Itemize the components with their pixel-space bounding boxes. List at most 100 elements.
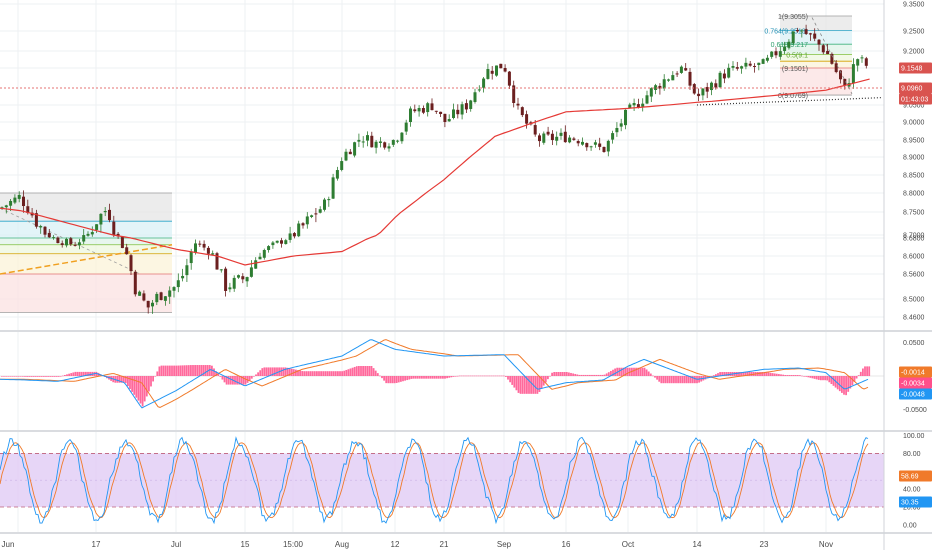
candle-body [344, 151, 348, 161]
macd-histogram-bar [299, 370, 301, 376]
candle-body [800, 30, 804, 32]
macd-histogram-bar [59, 376, 62, 377]
candle-body [632, 103, 636, 106]
candle-body [262, 250, 266, 258]
macd-histogram-bar [337, 371, 339, 376]
macd-histogram-bar [761, 372, 763, 376]
candle-body [606, 140, 610, 152]
macd-histogram-bar [614, 368, 616, 376]
macd-histogram-bar [538, 376, 541, 392]
candle-body [701, 88, 705, 96]
candle-body [757, 62, 761, 66]
macd-histogram-bar [778, 374, 780, 376]
candle-body [219, 269, 223, 271]
value-tag-box [899, 62, 932, 74]
value-tag-box [899, 93, 932, 105]
macd-histogram-bar [576, 374, 579, 376]
macd-histogram-bar [511, 376, 514, 385]
x-tick-label: 16 [562, 540, 571, 549]
candle-body [69, 238, 73, 245]
macd-histogram-bar [313, 371, 316, 376]
macd-histogram-bar [565, 372, 568, 376]
macd-histogram-bar [765, 372, 768, 376]
fib-right-label: 1(9.3055) [778, 14, 808, 21]
macd-histogram-bar [557, 372, 560, 376]
stoch-tick-label: 40.00 [903, 487, 921, 494]
macd-histogram-bar [586, 374, 589, 376]
macd-histogram-bar [351, 367, 354, 376]
macd-histogram-bar [74, 371, 77, 376]
macd-histogram-bar [670, 376, 673, 384]
candle-body [331, 177, 335, 199]
x-tick-label: 15 [241, 540, 250, 549]
candle-body [146, 300, 150, 308]
macd-histogram-bar [610, 370, 612, 376]
macd-histogram-bar [715, 374, 717, 376]
macd-histogram-bar [259, 370, 262, 376]
candle-body [641, 103, 645, 107]
candle-body [22, 196, 25, 207]
candle-body [357, 139, 361, 142]
macd-histogram-bar [477, 375, 480, 377]
stoch-k-line [0, 436, 869, 525]
x-tick-label: 12 [391, 540, 400, 549]
candle-body [112, 221, 116, 236]
macd-histogram-bar [154, 376, 157, 377]
price-tick-label: 9.3500 [903, 2, 925, 9]
macd-histogram-bar [717, 373, 719, 376]
macd-histogram-bar [68, 373, 70, 376]
macd-histogram-bar [311, 371, 314, 376]
macd-histogram-bar [332, 371, 335, 376]
macd-histogram-bar [339, 371, 341, 376]
macd-histogram-bar [164, 365, 167, 376]
macd-histogram-bar [223, 376, 226, 383]
candle-body [155, 293, 159, 303]
price-tick-label: 8.7000 [903, 233, 925, 240]
macd-histogram-bar [47, 376, 49, 377]
macd-histogram-bar [11, 376, 14, 377]
candle-body [581, 141, 584, 145]
macd-histogram-bar [169, 365, 171, 376]
candle-body [619, 123, 623, 127]
macd-histogram-bar [137, 376, 140, 401]
fib-left-trend [0, 244, 173, 275]
price-tick-label: 9.2500 [903, 29, 925, 36]
macd-histogram-bar [13, 376, 16, 377]
macd-histogram-bar [406, 376, 409, 381]
candle-body [383, 142, 387, 148]
candle-body [323, 199, 326, 210]
value-tag-text: 01:43:03 [901, 97, 928, 104]
candle-body [430, 103, 434, 111]
macd-histogram-bar [227, 376, 230, 385]
macd-histogram-bar [187, 365, 190, 376]
value-tag: 30.35 [899, 496, 932, 508]
macd-histogram-bar [404, 376, 406, 381]
candle-body [688, 71, 692, 86]
macd-histogram-bar [305, 371, 308, 376]
macd-histogram-bar [303, 371, 306, 376]
macd-histogram-bar [400, 376, 402, 382]
macd-histogram-bar [143, 376, 146, 402]
candle-body [4, 205, 8, 208]
candle-body [327, 199, 331, 201]
macd-histogram-bar [574, 373, 577, 376]
macd-histogram-bar [547, 376, 549, 380]
candle-body [39, 226, 43, 228]
moving-average-line [0, 78, 870, 266]
macd-histogram-bar [255, 374, 257, 376]
macd-histogram-bar [133, 376, 136, 395]
macd-histogram-bar [618, 367, 621, 376]
macd-histogram-bar [368, 366, 371, 376]
candle-body [374, 141, 378, 148]
fib-right-band [780, 16, 852, 31]
macd-histogram-bar [160, 365, 163, 376]
macd-histogram-bar [166, 365, 169, 376]
candle-body [490, 70, 494, 74]
macd-histogram-bar [622, 367, 625, 376]
macd-histogram-bar [307, 371, 310, 376]
macd-histogram-bar [28, 376, 31, 377]
candle-body [65, 239, 68, 246]
candle-body [90, 232, 94, 235]
macd-histogram-bar [643, 367, 646, 376]
